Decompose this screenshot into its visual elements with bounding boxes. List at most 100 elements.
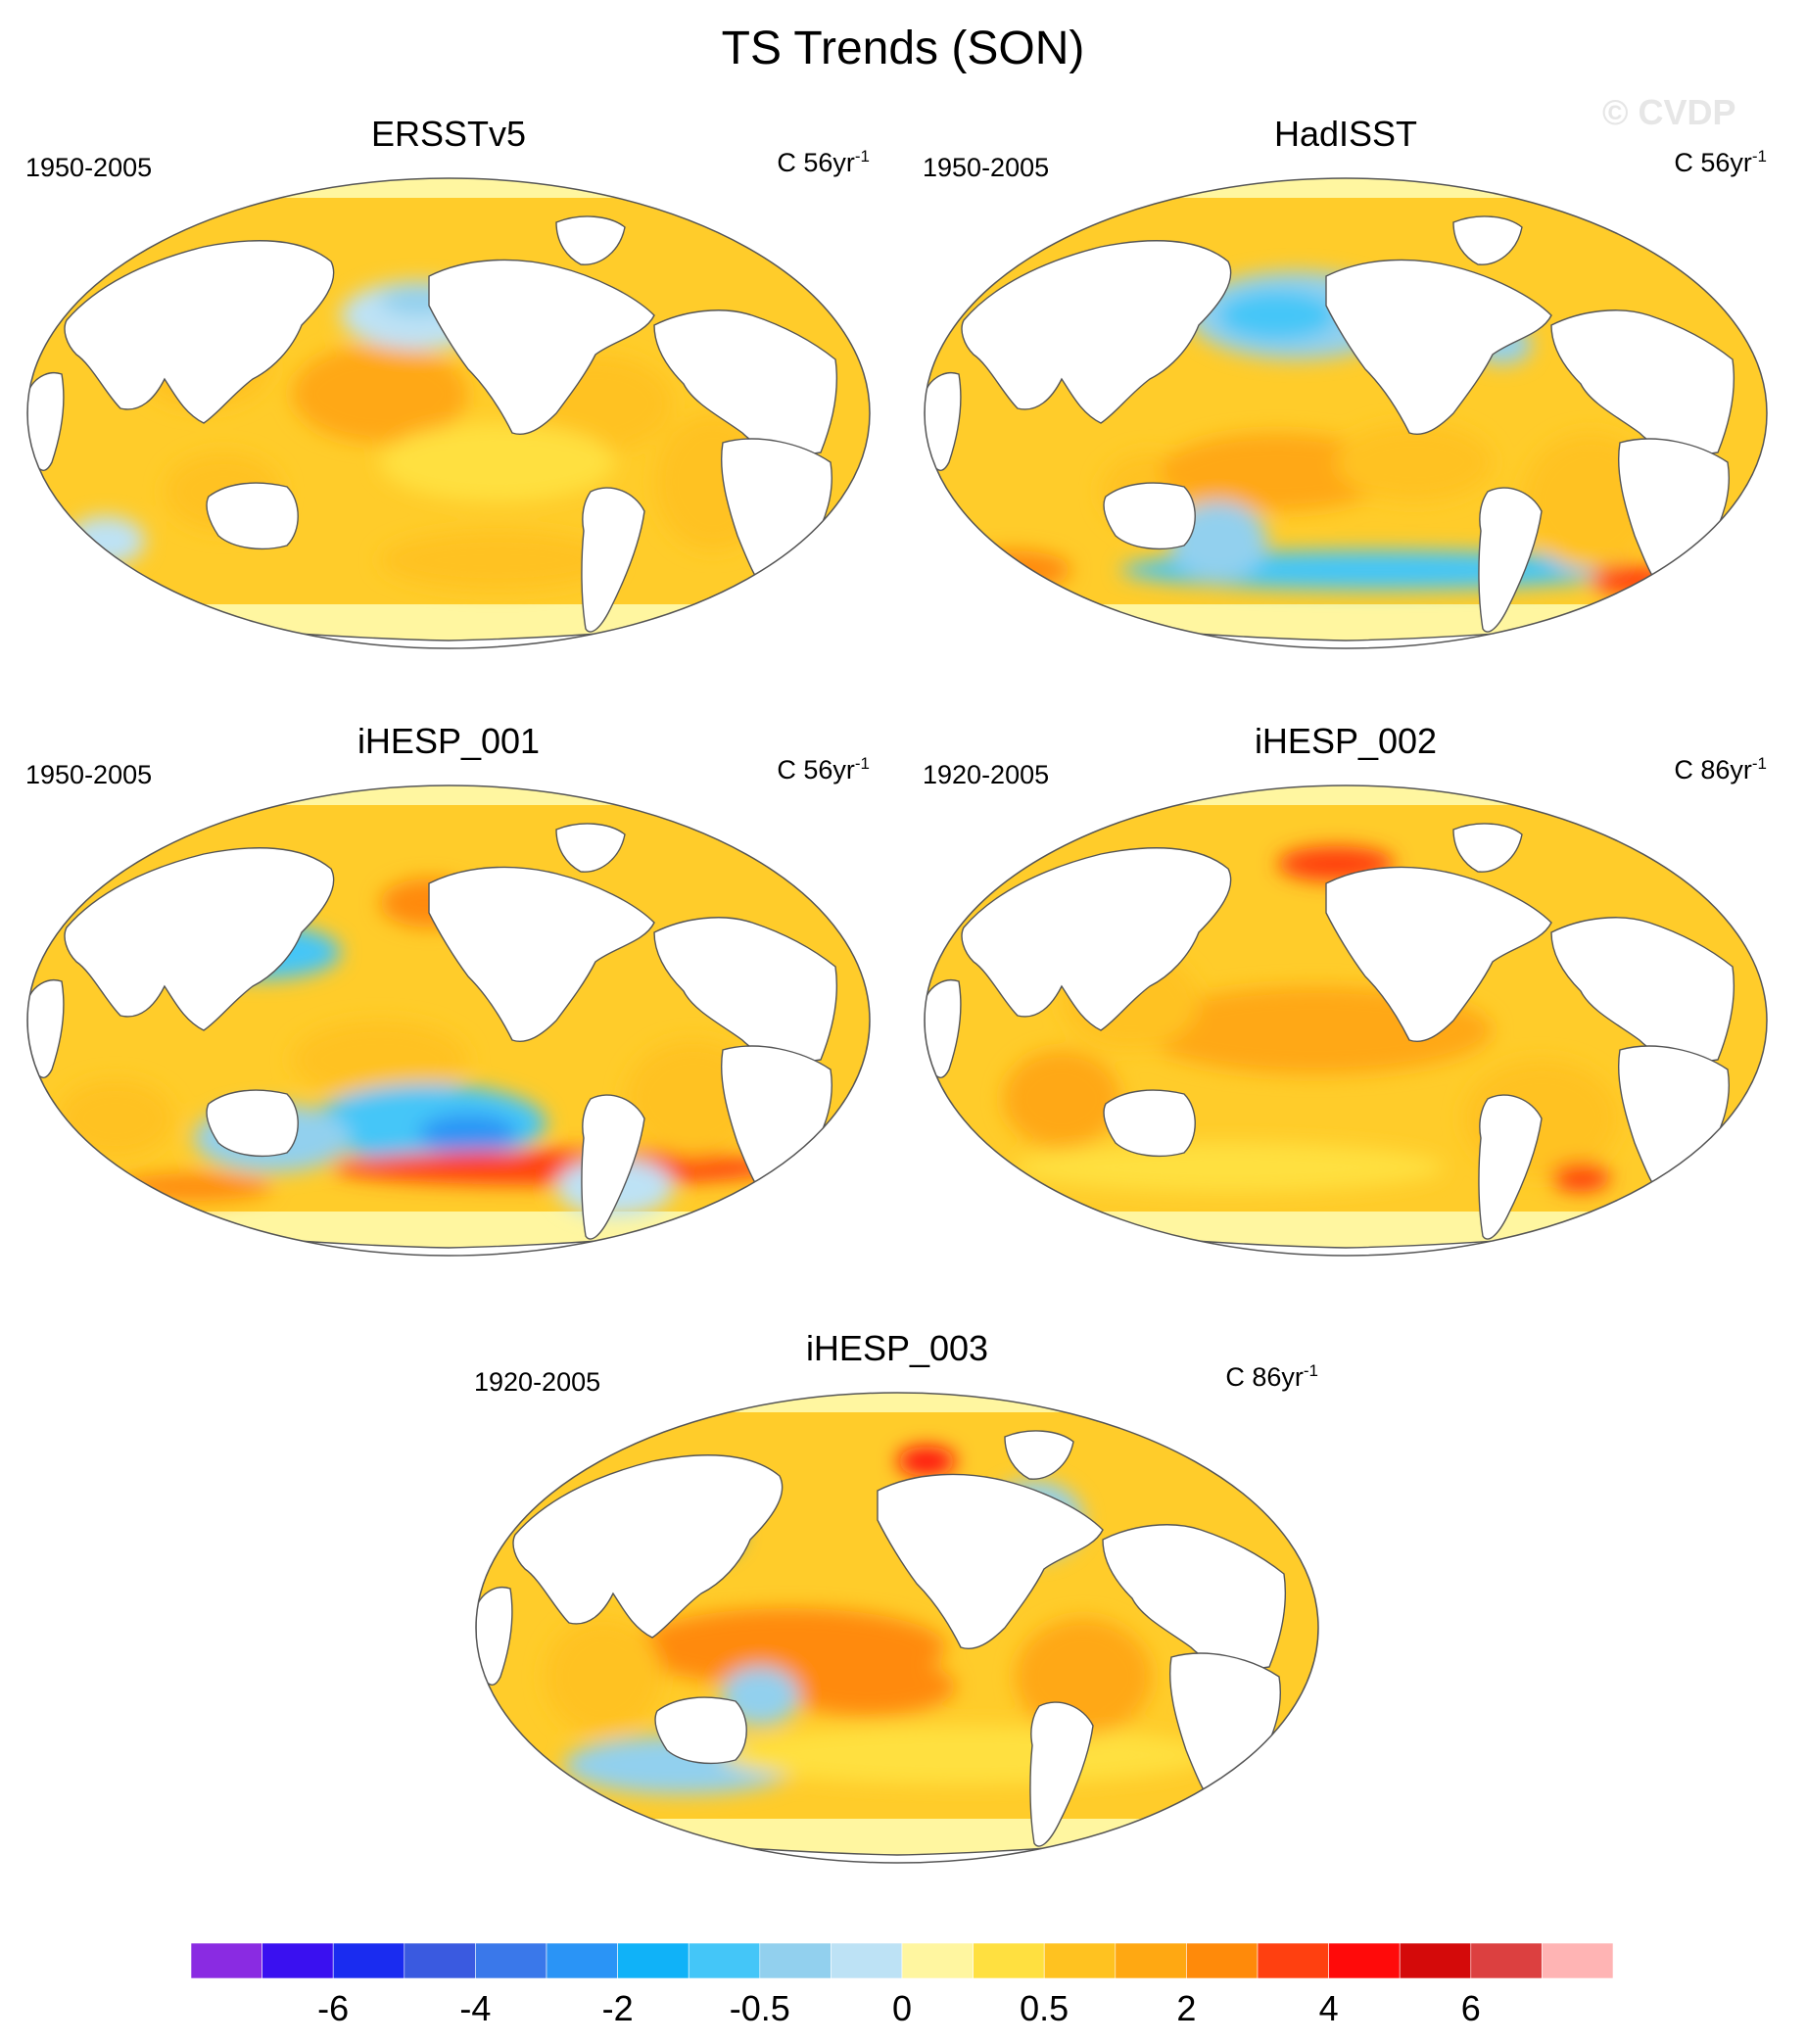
colorbar-tick-label: 2	[1176, 1988, 1197, 2028]
land-southamerica	[581, 487, 645, 633]
land-northamerica	[1325, 866, 1552, 1042]
map-panel-ihesp_002: iHESP_002 1920-2005 C 86yr-1	[905, 721, 1786, 1269]
colorbar-box	[1399, 1943, 1472, 1978]
colorbar-box	[475, 1943, 547, 1978]
panel-units: C 56yr-1	[777, 754, 870, 785]
land-europe	[1102, 1524, 1287, 1670]
land-asia	[961, 240, 1232, 424]
land-greenland	[1452, 215, 1523, 265]
map-panel-hadisst: HadISST 1950-2005 C 56yr-1	[905, 114, 1786, 662]
colorbar-box	[1470, 1943, 1543, 1978]
land-australia	[206, 1089, 299, 1158]
units-exponent: -1	[1303, 1361, 1318, 1380]
land-asia	[512, 1454, 784, 1639]
panel-title: iHESP_003	[805, 1328, 989, 1368]
map-canvas	[26, 177, 871, 649]
trend-anomaly	[67, 516, 145, 565]
trend-anomaly	[1336, 423, 1493, 501]
colorbar-box	[1043, 1943, 1117, 1978]
colorbar-box	[688, 1943, 761, 1978]
map-outline	[26, 784, 871, 1257]
panel-units: C 86yr-1	[1674, 754, 1767, 785]
colorbar-box	[1115, 1943, 1187, 1978]
trend-anomaly	[116, 1173, 272, 1201]
land-southamerica	[1478, 1094, 1543, 1240]
panel-title: iHESP_002	[1254, 721, 1438, 761]
trend-anomaly	[419, 1114, 517, 1153]
panel-period: 1920-2005	[923, 760, 1050, 789]
colorbar-box	[901, 1943, 974, 1978]
land-masses	[925, 215, 1735, 648]
colorbar-box	[404, 1943, 476, 1978]
map-outline	[475, 1392, 1319, 1864]
land-australia	[1103, 1089, 1196, 1158]
trend-anomaly	[1218, 291, 1336, 340]
cvdp-watermark: © CVDP	[1602, 92, 1736, 132]
land-southamerica	[1029, 1701, 1094, 1847]
panel-units: C 86yr-1	[1225, 1361, 1318, 1393]
units-text: C 86yr	[1674, 755, 1752, 784]
panel-period: 1950-2005	[923, 153, 1050, 182]
units-text: C 56yr	[777, 148, 855, 177]
trend-anomaly	[780, 1657, 956, 1716]
units-text: C 56yr	[1674, 148, 1752, 177]
colorbar-tick-label: -0.5	[729, 1988, 790, 2028]
land-greenland	[1004, 1430, 1074, 1480]
map-outline	[26, 177, 871, 649]
land-southamerica	[1478, 487, 1543, 633]
land-asia	[64, 240, 335, 424]
land-greenland	[555, 215, 626, 265]
colorbar-tick-label: 6	[1460, 1988, 1481, 2028]
colorbar-box	[831, 1943, 903, 1978]
map-canvas	[26, 784, 871, 1257]
trend-anomaly	[721, 1726, 1211, 1784]
colorbar-box	[1542, 1943, 1613, 1978]
land-australia	[1103, 482, 1196, 550]
panel-period: 1950-2005	[25, 153, 153, 182]
panel-title: HadISST	[1273, 114, 1418, 154]
land-europe	[1550, 917, 1735, 1063]
land-northamerica	[428, 866, 655, 1042]
colorbar-box	[617, 1943, 689, 1978]
trend-anomaly	[380, 423, 615, 501]
colorbar-box	[546, 1943, 618, 1978]
trend-anomaly	[1551, 1163, 1610, 1192]
map-panel-ersstv5: ERSSTv5 1950-2005 C 56yr-1	[8, 114, 889, 662]
panel-period: 1920-2005	[474, 1367, 601, 1397]
trend-anomaly	[1003, 1050, 1120, 1148]
land-northamerica	[877, 1473, 1104, 1649]
trend-anomaly	[57, 1079, 174, 1158]
map-outline	[924, 177, 1768, 649]
panel-units: C 56yr-1	[777, 147, 870, 178]
trend-anomaly	[380, 531, 615, 590]
land-europe	[653, 917, 838, 1063]
units-exponent: -1	[854, 147, 870, 166]
trend-anomaly	[1160, 433, 1395, 511]
colorbar-box	[261, 1943, 334, 1978]
land-masses	[27, 215, 838, 648]
land-europe	[1550, 309, 1735, 455]
map-outline	[924, 784, 1768, 1257]
colorbar-box	[973, 1943, 1045, 1978]
figure-title: TS Trends (SON)	[721, 23, 1085, 74]
colorbar-box	[759, 1943, 832, 1978]
land-greenland	[1452, 823, 1523, 873]
units-exponent: -1	[1751, 754, 1767, 773]
colorbar-box	[191, 1943, 262, 1978]
land-australia	[206, 482, 299, 550]
units-text: C 56yr	[777, 755, 855, 784]
colorbar-box	[332, 1943, 405, 1978]
panel-units: C 56yr-1	[1674, 147, 1767, 178]
trend-anomaly	[1013, 1143, 1444, 1192]
colorbar-box	[1328, 1943, 1401, 1978]
map-canvas	[924, 177, 1768, 649]
colorbar-tick-label: -4	[459, 1988, 492, 2028]
trend-anomaly	[292, 345, 468, 443]
trend-anomaly	[331, 1150, 782, 1185]
panel-period: 1950-2005	[25, 760, 153, 789]
colorbar-tick-label: -6	[317, 1988, 350, 2028]
land-southamerica	[581, 1094, 645, 1240]
land-northamerica	[428, 259, 655, 435]
land-asia	[64, 847, 335, 1031]
colorbar-box	[1186, 1943, 1259, 1978]
